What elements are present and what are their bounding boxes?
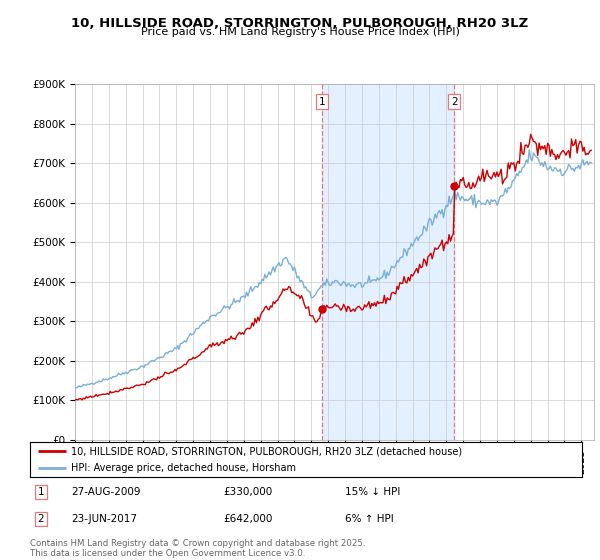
Text: 23-JUN-2017: 23-JUN-2017 [71,514,137,524]
Text: Price paid vs. HM Land Registry's House Price Index (HPI): Price paid vs. HM Land Registry's House … [140,27,460,37]
Text: 2: 2 [38,514,44,524]
Text: 6% ↑ HPI: 6% ↑ HPI [344,514,394,524]
Text: HPI: Average price, detached house, Horsham: HPI: Average price, detached house, Hors… [71,464,296,473]
Text: 10, HILLSIDE ROAD, STORRINGTON, PULBOROUGH, RH20 3LZ: 10, HILLSIDE ROAD, STORRINGTON, PULBOROU… [71,17,529,30]
Text: 1: 1 [319,97,326,107]
Text: Contains HM Land Registry data © Crown copyright and database right 2025.
This d: Contains HM Land Registry data © Crown c… [30,539,365,558]
Text: 27-AUG-2009: 27-AUG-2009 [71,487,141,497]
Text: 10, HILLSIDE ROAD, STORRINGTON, PULBOROUGH, RH20 3LZ (detached house): 10, HILLSIDE ROAD, STORRINGTON, PULBOROU… [71,446,463,456]
Text: 15% ↓ HPI: 15% ↓ HPI [344,487,400,497]
Text: £330,000: £330,000 [223,487,272,497]
Bar [322,84,454,440]
Text: 2: 2 [451,97,458,107]
Text: 1: 1 [38,487,44,497]
Text: £642,000: £642,000 [223,514,272,524]
